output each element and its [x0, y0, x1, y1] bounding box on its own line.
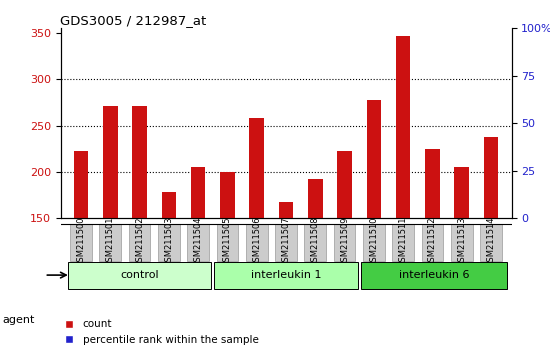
Text: GSM211504: GSM211504: [194, 217, 202, 267]
FancyBboxPatch shape: [361, 262, 507, 289]
Bar: [366, 99, 381, 218]
FancyBboxPatch shape: [158, 224, 180, 261]
Bar: [249, 118, 264, 218]
FancyBboxPatch shape: [100, 224, 121, 261]
Bar: [220, 172, 235, 218]
Text: GSM211511: GSM211511: [399, 217, 408, 267]
Text: GDS3005 / 212987_at: GDS3005 / 212987_at: [60, 14, 207, 27]
Text: GSM211505: GSM211505: [223, 217, 232, 267]
Text: GSM211514: GSM211514: [487, 217, 496, 267]
Text: GSM211501: GSM211501: [106, 217, 115, 267]
FancyBboxPatch shape: [480, 224, 502, 261]
FancyBboxPatch shape: [392, 224, 414, 261]
FancyBboxPatch shape: [188, 224, 209, 261]
Text: GSM211502: GSM211502: [135, 217, 144, 267]
Bar: [162, 192, 176, 218]
FancyBboxPatch shape: [246, 224, 267, 261]
Bar: [103, 106, 118, 218]
FancyBboxPatch shape: [214, 262, 358, 289]
FancyBboxPatch shape: [451, 224, 472, 261]
Text: GSM211506: GSM211506: [252, 217, 261, 268]
Text: GSM211507: GSM211507: [282, 217, 290, 268]
FancyBboxPatch shape: [305, 224, 326, 261]
Bar: [191, 167, 206, 218]
Bar: [337, 150, 352, 218]
FancyBboxPatch shape: [68, 262, 211, 289]
FancyBboxPatch shape: [363, 224, 384, 261]
Text: interleukin 6: interleukin 6: [399, 270, 469, 280]
Text: GSM211510: GSM211510: [370, 217, 378, 267]
Bar: [132, 106, 147, 218]
Text: GSM211503: GSM211503: [164, 217, 173, 268]
FancyBboxPatch shape: [422, 224, 443, 261]
Text: GSM211509: GSM211509: [340, 217, 349, 267]
FancyBboxPatch shape: [334, 224, 355, 261]
Legend: count, percentile rank within the sample: count, percentile rank within the sample: [54, 315, 263, 349]
Bar: [483, 137, 498, 218]
Bar: [279, 202, 293, 218]
Bar: [454, 167, 469, 218]
FancyBboxPatch shape: [129, 224, 150, 261]
Bar: [74, 152, 89, 218]
Text: GSM211508: GSM211508: [311, 217, 320, 268]
Bar: [425, 149, 440, 218]
Text: GSM211513: GSM211513: [457, 217, 466, 268]
Bar: [396, 36, 410, 218]
Text: GSM211512: GSM211512: [428, 217, 437, 267]
Text: interleukin 1: interleukin 1: [251, 270, 321, 280]
Text: agent: agent: [3, 315, 35, 325]
Text: control: control: [120, 270, 159, 280]
FancyBboxPatch shape: [70, 224, 92, 261]
FancyBboxPatch shape: [275, 224, 297, 261]
Text: GSM211500: GSM211500: [76, 217, 85, 267]
Bar: [308, 179, 323, 218]
FancyBboxPatch shape: [217, 224, 238, 261]
